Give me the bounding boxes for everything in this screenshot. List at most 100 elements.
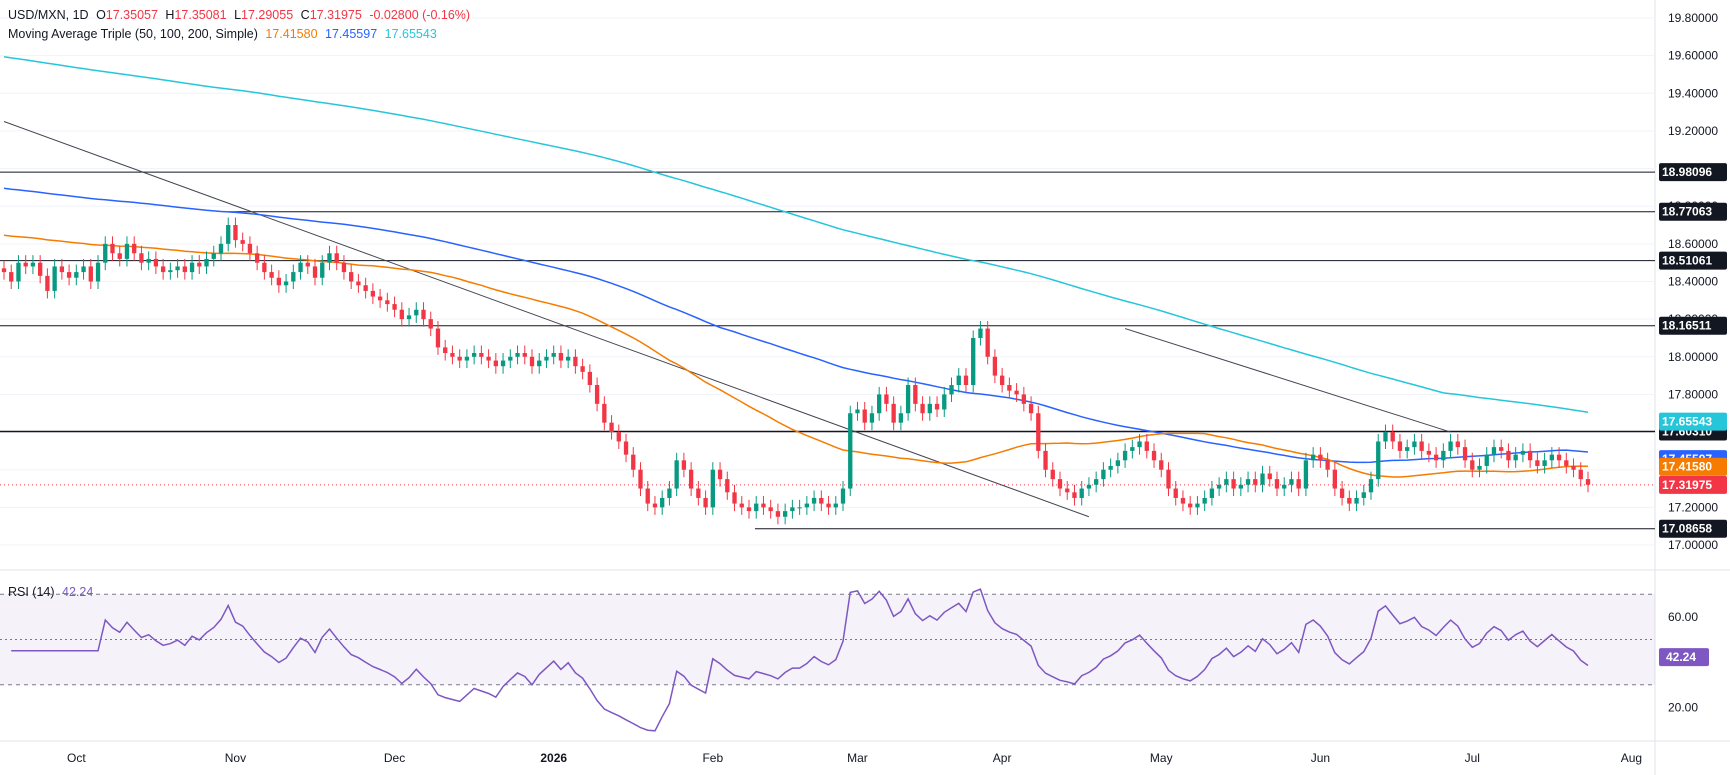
candle-body[interactable]	[1354, 497, 1359, 504]
candle-body[interactable]	[1419, 441, 1424, 451]
candle-body[interactable]	[493, 360, 498, 367]
candle-body[interactable]	[1216, 484, 1222, 489]
candle-body[interactable]	[848, 413, 853, 489]
candle-body[interactable]	[645, 488, 650, 504]
candle-body[interactable]	[370, 290, 376, 297]
candle-body[interactable]	[262, 262, 267, 273]
candle-body[interactable]	[168, 270, 173, 273]
candle-body[interactable]	[1028, 403, 1034, 414]
candle-body[interactable]	[1115, 460, 1121, 466]
candle-body[interactable]	[739, 503, 744, 508]
candle-body[interactable]	[905, 385, 911, 414]
candle-body[interactable]	[732, 492, 737, 504]
candle-body[interactable]	[949, 385, 954, 395]
candle-body[interactable]	[160, 266, 166, 273]
candle-body[interactable]	[529, 356, 535, 367]
candle-body[interactable]	[1585, 479, 1591, 485]
candle-body[interactable]	[754, 503, 759, 512]
candle-body[interactable]	[443, 347, 448, 354]
candle-body[interactable]	[117, 253, 122, 259]
candle-body[interactable]	[124, 243, 130, 259]
candle-body[interactable]	[537, 360, 542, 367]
candle-body[interactable]	[421, 309, 426, 320]
candle-body[interactable]	[602, 403, 607, 423]
candle-body[interactable]	[1253, 479, 1258, 485]
ma-title[interactable]: Moving Average Triple (50, 100, 200, Sim…	[8, 27, 258, 41]
candle-body[interactable]	[283, 281, 289, 286]
candle-body[interactable]	[479, 353, 484, 357]
candle-body[interactable]	[877, 394, 882, 414]
candle-body[interactable]	[1173, 488, 1178, 498]
candle-body[interactable]	[1368, 479, 1374, 493]
candle-body[interactable]	[1224, 479, 1229, 485]
candle-body[interactable]	[884, 394, 889, 404]
candle-body[interactable]	[88, 266, 93, 282]
candle-body[interactable]	[1007, 385, 1012, 391]
candle-body[interactable]	[934, 403, 940, 410]
candle-body[interactable]	[913, 385, 918, 404]
candle-body[interactable]	[16, 262, 21, 282]
candle-body[interactable]	[1144, 441, 1149, 451]
candle-body[interactable]	[1556, 454, 1562, 461]
candle-body[interactable]	[674, 460, 679, 489]
candle-body[interactable]	[833, 503, 838, 508]
candle-body[interactable]	[1405, 447, 1410, 451]
candle-body[interactable]	[1079, 488, 1084, 498]
candle-body[interactable]	[363, 285, 368, 291]
candle-body[interactable]	[717, 469, 723, 480]
candle-body[interactable]	[1014, 390, 1019, 395]
candle-body[interactable]	[132, 243, 137, 254]
candle-body[interactable]	[790, 507, 795, 512]
candle-body[interactable]	[435, 328, 441, 348]
candle-body[interactable]	[681, 460, 687, 470]
candle-body[interactable]	[218, 243, 224, 254]
candle-body[interactable]	[1267, 473, 1272, 480]
candle-body[interactable]	[269, 272, 274, 278]
candle-body[interactable]	[1159, 460, 1164, 470]
candle-body[interactable]	[551, 353, 556, 357]
candle-body[interactable]	[341, 262, 347, 273]
candle-body[interactable]	[1390, 432, 1395, 442]
candle-body[interactable]	[1238, 484, 1243, 489]
candle-body[interactable]	[1491, 447, 1497, 455]
candle-body[interactable]	[804, 503, 810, 508]
candle-body[interactable]	[1412, 441, 1417, 448]
candle-body[interactable]	[81, 266, 86, 273]
symbol-label[interactable]: USD/MXN, 1D	[8, 8, 89, 22]
candle-body[interactable]	[1289, 479, 1294, 485]
candle-body[interactable]	[942, 394, 947, 410]
candle-body[interactable]	[74, 272, 79, 278]
candle-body[interactable]	[45, 275, 50, 291]
candle-body[interactable]	[204, 258, 209, 267]
candle-body[interactable]	[52, 266, 57, 291]
candle-body[interactable]	[349, 272, 354, 282]
candle-body[interactable]	[811, 497, 817, 504]
candle-body[interactable]	[1188, 503, 1193, 508]
candle-body[interactable]	[1130, 447, 1135, 451]
candle-body[interactable]	[1303, 460, 1309, 489]
candle-body[interactable]	[898, 413, 904, 423]
candle-body[interactable]	[703, 497, 708, 508]
candle-body[interactable]	[985, 328, 990, 357]
candle-body[interactable]	[558, 353, 564, 361]
candle-body[interactable]	[385, 300, 390, 305]
candle-body[interactable]	[660, 497, 665, 508]
candle-body[interactable]	[840, 488, 846, 504]
candle-body[interactable]	[146, 258, 151, 263]
candle-body[interactable]	[891, 403, 896, 423]
candle-body[interactable]	[1260, 473, 1265, 485]
candle-body[interactable]	[464, 356, 470, 361]
candle-body[interactable]	[819, 497, 824, 504]
candle-body[interactable]	[139, 253, 144, 263]
candle-body[interactable]	[725, 479, 730, 493]
candle-body[interactable]	[616, 432, 621, 442]
candle-body[interactable]	[623, 441, 629, 455]
candle-body[interactable]	[927, 403, 932, 414]
candle-body[interactable]	[276, 277, 282, 286]
candle-body[interactable]	[999, 375, 1005, 386]
candles[interactable]	[1, 217, 1591, 525]
candle-body[interactable]	[797, 507, 802, 509]
candle-body[interactable]	[1180, 497, 1186, 504]
candle-body[interactable]	[38, 262, 43, 276]
